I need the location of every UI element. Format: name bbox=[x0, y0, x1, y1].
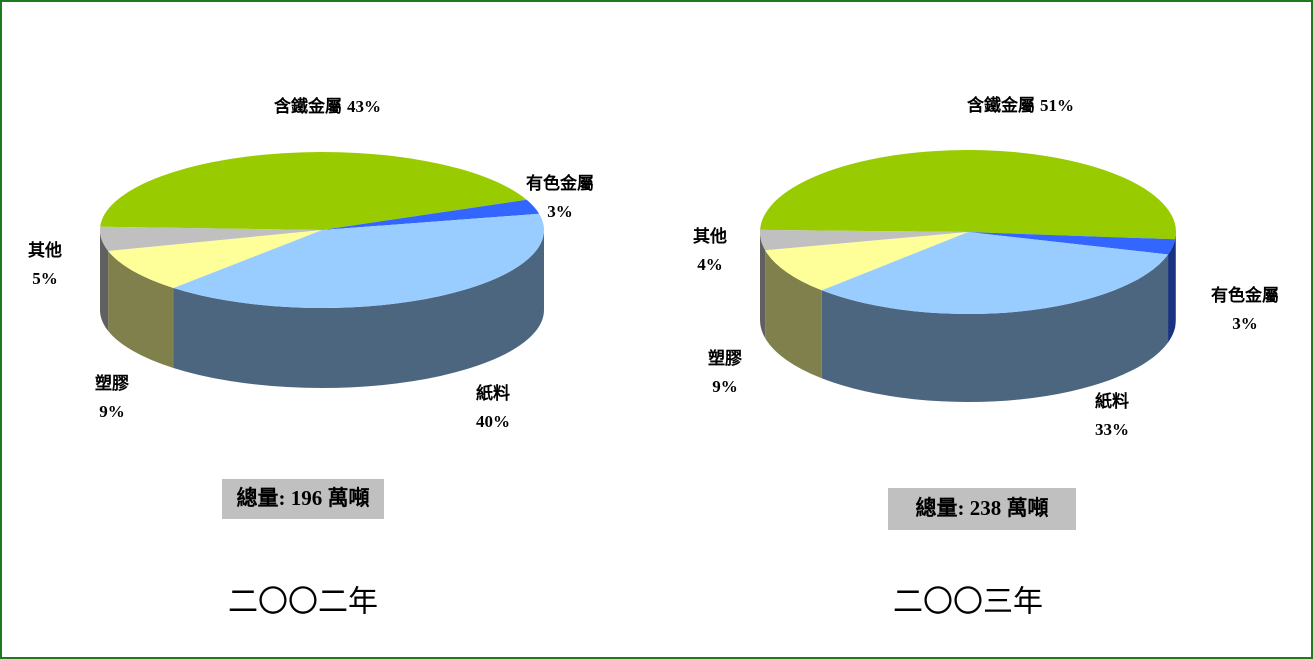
slice-label: 含鐵金屬 bbox=[967, 95, 1035, 115]
slice-label: 紙料 bbox=[1095, 391, 1129, 411]
slice-side bbox=[821, 254, 1169, 402]
value-label: 40% bbox=[476, 412, 510, 431]
value-label: 9% bbox=[712, 377, 738, 396]
slice-top bbox=[821, 232, 1169, 315]
slice-top bbox=[99, 226, 322, 251]
value-label: 5% bbox=[32, 269, 58, 288]
slice-top bbox=[173, 213, 544, 308]
slice-side bbox=[108, 250, 174, 368]
slice-top bbox=[760, 149, 1177, 240]
value-label: 3% bbox=[547, 202, 573, 221]
slice-label: 塑膠 bbox=[95, 373, 129, 393]
value-label: 33% bbox=[1095, 420, 1129, 439]
slice-label: 有色金屬 bbox=[1211, 285, 1279, 305]
caption: 二〇〇三年 bbox=[893, 585, 1043, 620]
slice-label: 其他 bbox=[693, 226, 727, 246]
subtitle: 總量: 238 萬噸 bbox=[916, 496, 1049, 520]
slice-side bbox=[1168, 239, 1176, 343]
slice-label: 塑膠 bbox=[708, 348, 742, 368]
caption: 二〇〇二年 bbox=[228, 585, 378, 620]
slice-label: 含鐵金屬 bbox=[274, 96, 342, 116]
slice-side bbox=[1175, 232, 1176, 328]
slice-top bbox=[322, 199, 540, 230]
slice-top bbox=[760, 229, 968, 251]
value-label: 3% bbox=[1232, 314, 1258, 333]
slice-side bbox=[173, 230, 544, 388]
value-label: 43% bbox=[347, 97, 381, 116]
subtitle: 總量: 196 萬噸 bbox=[237, 486, 370, 510]
value-label: 9% bbox=[99, 402, 125, 421]
slice-top bbox=[968, 232, 1176, 255]
slice-side bbox=[760, 232, 766, 339]
value-label: 51% bbox=[1040, 96, 1074, 115]
slice-label: 其他 bbox=[28, 240, 62, 260]
slice-side bbox=[765, 250, 822, 379]
slice-top bbox=[765, 232, 968, 291]
subtitle-box bbox=[888, 488, 1076, 530]
slice-top bbox=[100, 151, 527, 230]
slice-label: 有色金屬 bbox=[526, 173, 594, 193]
slice-top bbox=[108, 230, 322, 288]
value-label: 4% bbox=[697, 255, 723, 274]
slice-label: 紙料 bbox=[476, 383, 510, 403]
slice-side bbox=[100, 230, 109, 331]
subtitle-box bbox=[222, 479, 384, 519]
